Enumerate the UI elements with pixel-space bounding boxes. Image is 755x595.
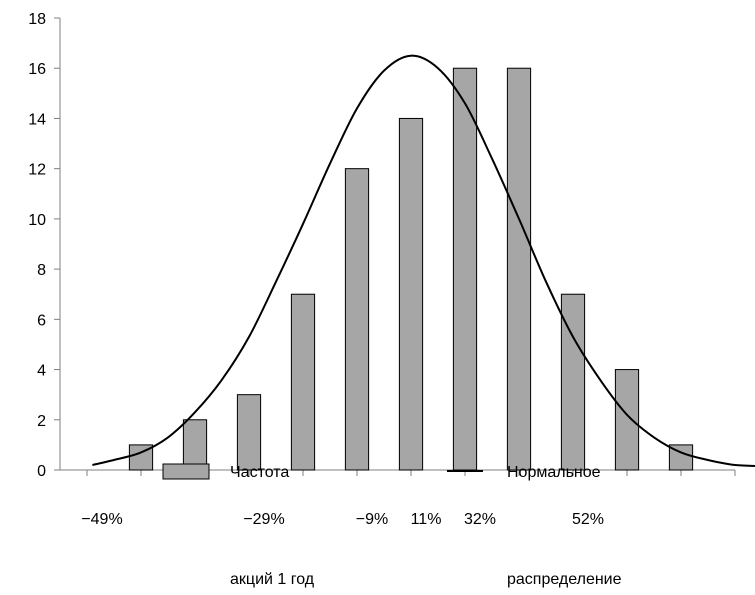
bar	[614, 369, 640, 471]
bar	[290, 293, 316, 471]
x-tick-label: 11%	[411, 511, 442, 528]
legend: Частота акций 1 год Нормальное распредел…	[162, 463, 622, 588]
bar	[344, 168, 370, 471]
x-tick-labels: −49% −29% −9% 11% 32% 52%	[81, 511, 604, 528]
normal-curve-line	[92, 54, 755, 467]
frequency-bars	[128, 67, 694, 471]
legend-bar-swatch	[162, 463, 210, 480]
y-tick-label: 4	[37, 363, 46, 380]
bar	[668, 444, 694, 471]
y-axis: 0 2 4 6 8 10 12 14 16 18	[28, 11, 61, 480]
y-tick-label: 6	[37, 312, 46, 329]
x-tick-label: −49%	[81, 511, 122, 528]
bar	[506, 67, 532, 471]
legend-line-label-line1: Нормальное	[507, 464, 601, 481]
normal-curve	[92, 54, 755, 467]
legend-bar-label-line1: Частота	[230, 464, 289, 481]
bar	[128, 444, 154, 471]
bar	[182, 419, 208, 471]
legend-bar-label-line2: акций 1 год	[230, 571, 315, 588]
bar	[452, 67, 478, 471]
bar	[236, 394, 262, 471]
bar	[398, 117, 424, 471]
y-tick-label: 2	[37, 413, 46, 430]
legend-line-label-line2: распределение	[507, 571, 622, 588]
x-tick-label: −29%	[243, 511, 284, 528]
x-axis	[60, 469, 736, 476]
x-tick-label: −9%	[356, 511, 388, 528]
y-tick-label: 0	[37, 463, 46, 480]
x-tick-label: 52%	[572, 511, 604, 528]
y-tick-label: 16	[28, 61, 46, 78]
y-tick-label: 18	[28, 11, 46, 28]
y-tick-label: 8	[37, 262, 46, 279]
y-tick-label: 14	[28, 111, 46, 128]
y-tick-label: 10	[28, 212, 46, 229]
bar	[560, 293, 586, 471]
x-tick-label: 32%	[464, 511, 496, 528]
y-tick-label: 12	[28, 162, 46, 179]
